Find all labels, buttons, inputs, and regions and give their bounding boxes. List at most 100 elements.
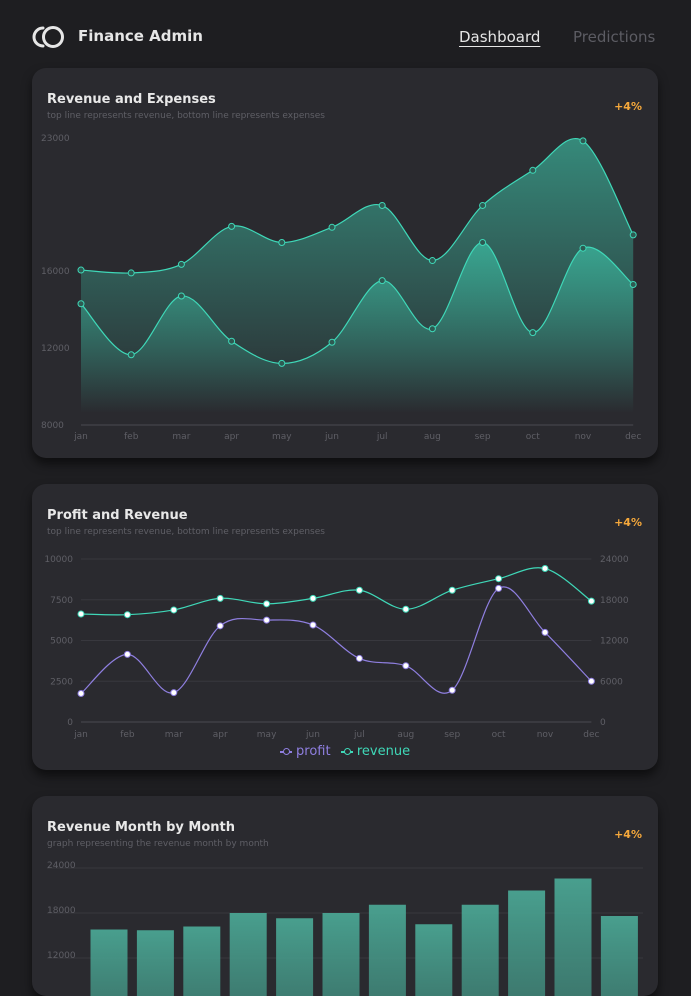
bar-jul	[369, 905, 406, 996]
expenses-point	[178, 293, 184, 299]
bar-oct	[508, 891, 545, 996]
x-tick-label: oct	[526, 432, 540, 442]
revenue-line	[81, 568, 591, 615]
x-tick-label: mar	[172, 432, 190, 442]
x-tick-label: dec	[583, 730, 599, 740]
x-tick-label: sep	[475, 432, 491, 442]
expenses-point	[128, 352, 134, 358]
revenue-point	[580, 138, 586, 144]
x-tick-label: jul	[376, 432, 388, 442]
x-tick-label: jan	[73, 432, 88, 442]
x-tick-label: jul	[353, 730, 365, 740]
x-tick-label: feb	[120, 730, 135, 740]
revenue-point	[588, 598, 594, 604]
profit-point	[403, 663, 409, 669]
profit-point	[449, 687, 455, 693]
x-tick-label: nov	[575, 432, 592, 442]
revenue-point	[530, 167, 536, 173]
profit-point	[171, 690, 177, 696]
expenses-point	[429, 326, 435, 332]
y-tick-label: 24000	[47, 861, 76, 871]
profit-point	[264, 617, 270, 623]
x-tick-label: may	[272, 432, 292, 442]
revenue-point	[379, 202, 385, 208]
nav-predictions[interactable]: Predictions	[573, 28, 655, 46]
expenses-point	[530, 330, 536, 336]
x-tick-label: jun	[324, 432, 339, 442]
profit-point	[542, 629, 548, 635]
revenue-point	[124, 612, 130, 618]
x-tick-label: aug	[397, 730, 414, 740]
x-tick-label: apr	[213, 730, 228, 740]
x-tick-label: dec	[625, 432, 641, 442]
x-tick-label: oct	[492, 730, 506, 740]
y-tick-label: 8000	[41, 421, 64, 431]
revenue-month-card: Revenue Month by Month graph representin…	[32, 796, 658, 996]
x-tick-label: jan	[73, 730, 88, 740]
x-tick-label: aug	[424, 432, 441, 442]
revenue-point	[128, 270, 134, 276]
chart-legend: profit revenue	[32, 744, 658, 759]
revenue-expenses-card: Revenue and Expenses top line represents…	[32, 68, 658, 458]
y-left-tick-label: 2500	[50, 677, 73, 687]
revenue-point	[229, 223, 235, 229]
revenue-point	[496, 576, 502, 582]
profit-revenue-card: Profit and Revenue top line represents r…	[32, 484, 658, 770]
bar-dec	[601, 916, 638, 996]
profit-point	[310, 622, 316, 628]
bar-jun	[323, 913, 360, 996]
y-left-tick-label: 0	[67, 718, 73, 728]
expenses-point	[229, 338, 235, 344]
legend-profit[interactable]: profit	[280, 744, 331, 759]
x-tick-label: may	[257, 730, 277, 740]
revenue-point	[403, 606, 409, 612]
revenue-point	[356, 587, 362, 593]
bar-apr	[230, 913, 267, 996]
expenses-point	[329, 339, 335, 345]
profit-point	[588, 678, 594, 684]
y-left-tick-label: 5000	[50, 637, 73, 647]
profit-revenue-chart: 02500500075001000006000120001800024000ja…	[32, 484, 658, 770]
expenses-point	[379, 278, 385, 284]
profit-point	[496, 585, 502, 591]
bar-aug	[415, 924, 452, 996]
profit-point	[78, 690, 84, 696]
revenue-point	[542, 566, 548, 572]
x-tick-label: feb	[124, 432, 139, 442]
profit-point	[124, 651, 130, 657]
x-tick-label: nov	[537, 730, 554, 740]
finance-logo-icon	[32, 25, 66, 49]
y-left-tick-label: 10000	[44, 555, 73, 565]
expenses-point	[630, 281, 636, 287]
revenue-point	[178, 261, 184, 267]
revenue-point	[310, 595, 316, 601]
legend-revenue[interactable]: revenue	[341, 744, 410, 759]
bar-sep	[462, 905, 499, 996]
y-right-tick-label: 24000	[600, 555, 629, 565]
y-right-tick-label: 6000	[600, 677, 623, 687]
expenses-point	[78, 301, 84, 307]
revenue-point	[78, 267, 84, 273]
y-right-tick-label: 18000	[600, 596, 629, 606]
profit-point	[356, 655, 362, 661]
bar-may	[276, 918, 313, 996]
bar-nov	[555, 879, 592, 996]
revenue-point	[630, 232, 636, 238]
y-tick-label: 12000	[41, 344, 70, 354]
revenue-point	[329, 224, 335, 230]
nav-dashboard[interactable]: Dashboard	[459, 28, 540, 46]
expenses-point	[580, 245, 586, 251]
y-left-tick-label: 7500	[50, 596, 73, 606]
y-tick-label: 12000	[47, 951, 76, 961]
revenue-point	[429, 258, 435, 264]
expenses-point	[279, 360, 285, 366]
app-title: Finance Admin	[78, 27, 203, 45]
bar-jan	[91, 930, 128, 996]
top-bar: Finance Admin Dashboard Predictions	[0, 0, 691, 70]
revenue-point	[217, 595, 223, 601]
x-tick-label: mar	[165, 730, 183, 740]
bar-mar	[183, 927, 220, 996]
legend-profit-label: profit	[296, 744, 331, 759]
